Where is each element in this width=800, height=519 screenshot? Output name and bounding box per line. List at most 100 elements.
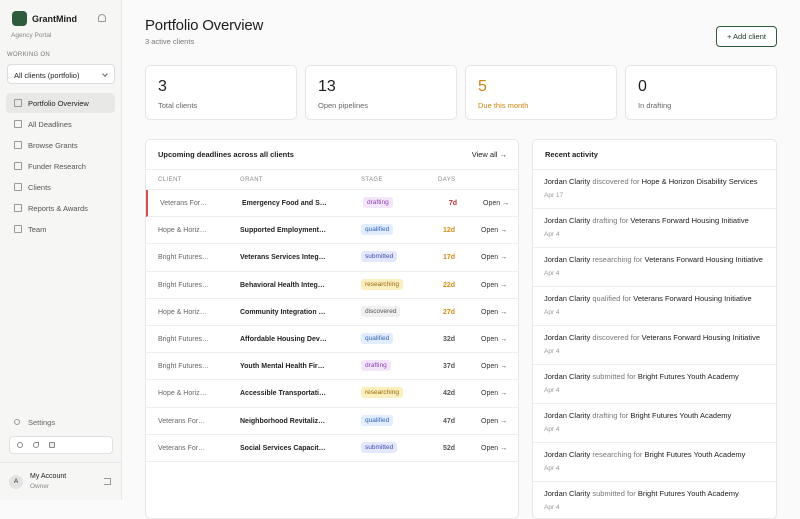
days: 12d <box>442 227 455 235</box>
page-subtitle: 3 active clients <box>145 37 195 46</box>
stat-card: 3 Total clients <box>145 65 297 120</box>
client: Hope & Horiz… <box>158 308 207 316</box>
activity-item: Jordan Clarity drafting for Bright Futur… <box>533 404 776 443</box>
grant: Youth Mental Health Fir… <box>240 363 325 371</box>
actor: Jordan Clarity <box>544 216 591 225</box>
actor: Jordan Clarity <box>544 255 591 264</box>
actor: Jordan Clarity <box>544 372 591 381</box>
client: Hope & Horiz… <box>158 227 207 235</box>
add-client-button[interactable]: + Add client <box>716 26 777 47</box>
date: Apr 4 <box>544 503 560 511</box>
client: Bright Futures… <box>158 335 209 343</box>
stat-value: 3 <box>158 78 167 95</box>
account-role: Owner <box>30 483 50 490</box>
grant: Veterans Services Integ… <box>240 254 326 262</box>
actor: Jordan Clarity <box>544 177 591 186</box>
view-all-link[interactable]: View all → <box>471 150 507 159</box>
settings[interactable]: Settings <box>28 418 56 427</box>
target: Hope & Horizon Disability Services <box>641 177 758 186</box>
open-link[interactable]: Open → <box>481 308 508 316</box>
nav-item[interactable]: Browse Grants <box>6 135 115 155</box>
dark-theme[interactable] <box>33 442 39 448</box>
open-link[interactable]: Open → <box>481 281 508 289</box>
actor: Jordan Clarity <box>544 411 591 420</box>
open-link[interactable]: Open → <box>483 200 510 207</box>
grant: Social Services Capacit… <box>240 444 326 452</box>
open-link[interactable]: Open → <box>481 444 508 452</box>
open-link[interactable]: Open → <box>481 390 508 398</box>
target: Bright Futures Youth Academy <box>637 489 739 498</box>
grant: Community Integration … <box>240 308 326 316</box>
client: Veterans For… <box>158 417 206 425</box>
connector: for <box>633 255 643 264</box>
stage-badge: drafting <box>363 197 393 208</box>
client: Bright Futures… <box>158 254 209 262</box>
deadline-row: Veterans For… Social Services Capacit… sub… <box>146 435 518 462</box>
client: Bright Futures… <box>158 363 209 371</box>
account-name: My Account <box>30 473 67 480</box>
days: 37d <box>442 363 455 371</box>
nav-item[interactable]: All Deadlines <box>6 114 115 134</box>
logout[interactable] <box>104 478 111 485</box>
logo <box>12 11 27 26</box>
verb: submitted <box>592 489 625 498</box>
deadline-row: Veterans For… Neighborhood Revitaliz… qual… <box>146 408 518 435</box>
nav-item[interactable]: Clients <box>6 177 115 197</box>
stage-badge: qualified <box>361 224 394 236</box>
activity-item: Jordan Clarity submitted for Bright Futu… <box>533 482 776 518</box>
account: A My Account Owner <box>0 462 121 500</box>
activity-item: Jordan Clarity discovered for Hope & Hor… <box>533 170 776 209</box>
target: Veterans Forward Housing Initiative <box>630 216 749 225</box>
brand: GrantMind <box>32 14 77 24</box>
notifications[interactable] <box>98 14 106 22</box>
deadline-row: Bright Futures… Veterans Services Integ… s… <box>146 244 518 272</box>
days: 52d <box>442 444 455 452</box>
nav-item[interactable]: Team <box>6 219 115 239</box>
date: Apr 4 <box>544 386 560 394</box>
date: Apr 4 <box>544 230 560 238</box>
target: Veterans Forward Housing Initiative <box>633 294 752 303</box>
light-theme[interactable] <box>17 442 23 448</box>
open-link[interactable]: Open → <box>481 417 508 425</box>
activity-item: Jordan Clarity submitted for Bright Futu… <box>533 365 776 404</box>
activity-item: Jordan Clarity researching for Veterans … <box>533 248 776 287</box>
column-header: GRANT <box>240 177 263 183</box>
stat-value: 13 <box>318 78 336 95</box>
open-link[interactable]: Open → <box>481 254 508 262</box>
date: Apr 17 <box>544 191 564 199</box>
grant: Affordable Housing Dev… <box>240 335 327 343</box>
open-link[interactable]: Open → <box>481 363 508 371</box>
open-link[interactable]: Open → <box>481 335 508 343</box>
verb: discovered <box>592 177 629 186</box>
deadline-row: Bright Futures… Youth Mental Health Fir… d… <box>146 353 518 381</box>
days: 17d <box>442 254 455 262</box>
verb: discovered <box>592 333 629 342</box>
system-theme[interactable] <box>49 442 55 448</box>
stat-card: 0 In drafting <box>625 65 777 120</box>
stage-badge: qualified <box>361 332 394 344</box>
column-header: STAGE <box>361 177 383 183</box>
stage-badge: researching <box>361 278 403 290</box>
activity-item: Jordan Clarity qualified for Veterans Fo… <box>533 287 776 326</box>
stage-badge: submitted <box>361 441 398 453</box>
stat-card: 13 Open pipelines <box>305 65 457 120</box>
verb: drafting <box>592 411 618 420</box>
nav-item[interactable]: Reports & Awards <box>6 198 115 218</box>
days: 27d <box>442 308 455 316</box>
open-link[interactable]: Open → <box>481 227 508 235</box>
brand-subtitle: Agency Portal <box>11 32 52 39</box>
connector: for <box>627 489 636 498</box>
days: 32d <box>442 335 455 343</box>
sidebar: GrantMind Agency Portal WORKING ON All c… <box>0 0 122 500</box>
deadline-row: Hope & Horiz… Supported Employment… qualif… <box>146 217 518 245</box>
nav-item[interactable]: Portfolio Overview <box>6 93 115 113</box>
target: Bright Futures Youth Academy <box>637 372 739 381</box>
stat-card: 5 Due this month <box>465 65 617 120</box>
days: 42d <box>442 390 455 398</box>
stat-value: 5 <box>478 78 487 95</box>
nav-item[interactable]: Funder Research <box>6 156 115 176</box>
date: Apr 4 <box>544 464 560 472</box>
client: Veterans For… <box>160 200 208 207</box>
days: 22d <box>442 281 455 289</box>
client-select[interactable]: All clients (portfolio) <box>7 64 115 84</box>
